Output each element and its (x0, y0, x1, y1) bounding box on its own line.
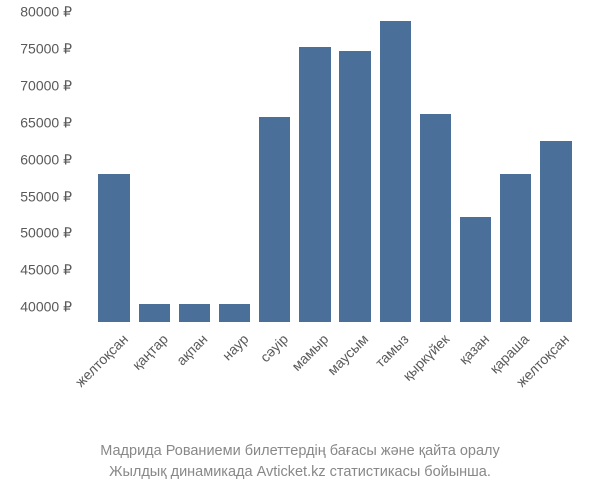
bar-slot (496, 12, 536, 322)
caption-line-1: Мадрида Рованиеми билеттердің бағасы жән… (0, 441, 600, 461)
y-tick-label: 50000 ₽ (20, 225, 72, 242)
bar (540, 141, 571, 322)
x-label-slot: ақпан (174, 328, 214, 448)
x-tick-label: сәуір (260, 328, 294, 362)
bar-slot (456, 12, 496, 322)
x-label-slot: қазан (456, 328, 496, 448)
y-tick-label: 45000 ₽ (20, 262, 72, 279)
x-label-slot: қыркүйек (415, 328, 455, 448)
y-tick-label: 80000 ₽ (20, 4, 72, 21)
bar (299, 47, 330, 322)
bar-slot (415, 12, 455, 322)
bar-slot (375, 12, 415, 322)
bar (219, 304, 250, 322)
bar (179, 304, 210, 322)
x-tick-label: қазан (458, 328, 495, 365)
bar-slot (255, 12, 295, 322)
x-label-slot: тамыз (375, 328, 415, 448)
bar (339, 51, 370, 322)
x-label-slot: наур (215, 328, 255, 448)
bar (460, 217, 491, 322)
y-tick-label: 55000 ₽ (20, 188, 72, 205)
bar (98, 174, 129, 322)
bars-container (88, 12, 582, 322)
x-tick-label: ақпан (176, 328, 213, 365)
x-label-slot: маусым (335, 328, 375, 448)
x-label-slot: желтоқсан (536, 328, 576, 448)
x-label-slot: қаңтар (134, 328, 174, 448)
y-tick-label: 70000 ₽ (20, 77, 72, 94)
y-tick-label: 60000 ₽ (20, 151, 72, 168)
bar (500, 174, 531, 322)
bar-slot (295, 12, 335, 322)
bar-slot (134, 12, 174, 322)
y-tick-label: 65000 ₽ (20, 114, 72, 131)
bar-slot (174, 12, 214, 322)
caption: Мадрида Рованиеми билеттердің бағасы жән… (0, 441, 600, 482)
x-label-slot: мамыр (295, 328, 335, 448)
chart-canvas: 40000 ₽ 45000 ₽ 50000 ₽ 55000 ₽ 60000 ₽ 65000… (0, 0, 600, 500)
y-axis: 40000 ₽ 45000 ₽ 50000 ₽ 55000 ₽ 60000 ₽ 65000… (0, 12, 80, 322)
x-tick-label: маусым (327, 328, 374, 375)
bar-slot (536, 12, 576, 322)
y-tick-label: 40000 ₽ (20, 299, 72, 316)
caption-line-2: Жылдық динамикада Avticket.kz статистика… (0, 462, 600, 482)
bar-slot (94, 12, 134, 322)
x-tick-label: наур (221, 328, 254, 361)
bar-slot (215, 12, 255, 322)
bar (420, 114, 451, 322)
plot-area (88, 12, 582, 322)
x-label-slot: сәуір (255, 328, 295, 448)
y-tick-label: 75000 ₽ (20, 40, 72, 57)
bar (380, 21, 411, 322)
x-label-slot: қараша (496, 328, 536, 448)
x-tick-label: қаңтар (132, 328, 174, 370)
bar-slot (335, 12, 375, 322)
x-label-slot: желтоқсан (94, 328, 134, 448)
bar (259, 117, 290, 322)
x-tick-label: желтоқсан (74, 328, 133, 387)
bar (139, 304, 170, 322)
x-axis-labels: желтоқсанқаңтарақпаннаурсәуірмамырмаусым… (88, 328, 582, 448)
